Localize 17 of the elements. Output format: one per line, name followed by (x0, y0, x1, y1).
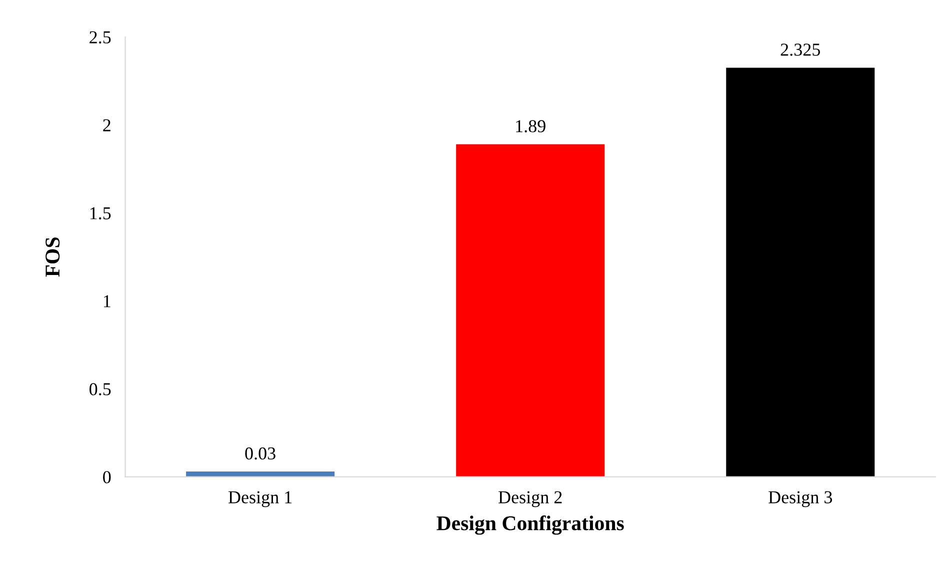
y-tick-label: 0.5 (90, 383, 111, 396)
bar (456, 144, 605, 477)
data-label: 0.03 (245, 447, 276, 460)
x-tick-label: Design 3 (768, 491, 832, 508)
x-axis-title: Design Configrations (436, 515, 624, 535)
y-axis-title: FOS (46, 238, 60, 277)
bar (186, 472, 335, 477)
data-label: 2.325 (780, 44, 820, 56)
y-tick-label: 0 (103, 471, 111, 484)
y-tick-label: 2 (103, 119, 110, 132)
bar (726, 68, 875, 477)
x-tick-label: Design 2 (498, 491, 562, 508)
data-label: 1.89 (516, 120, 546, 132)
y-tick-label: 2.5 (90, 31, 111, 44)
y-tick-label: 1.5 (90, 207, 111, 220)
y-tick-label: 1 (104, 295, 110, 308)
x-tick-label: Design 1 (228, 491, 292, 508)
